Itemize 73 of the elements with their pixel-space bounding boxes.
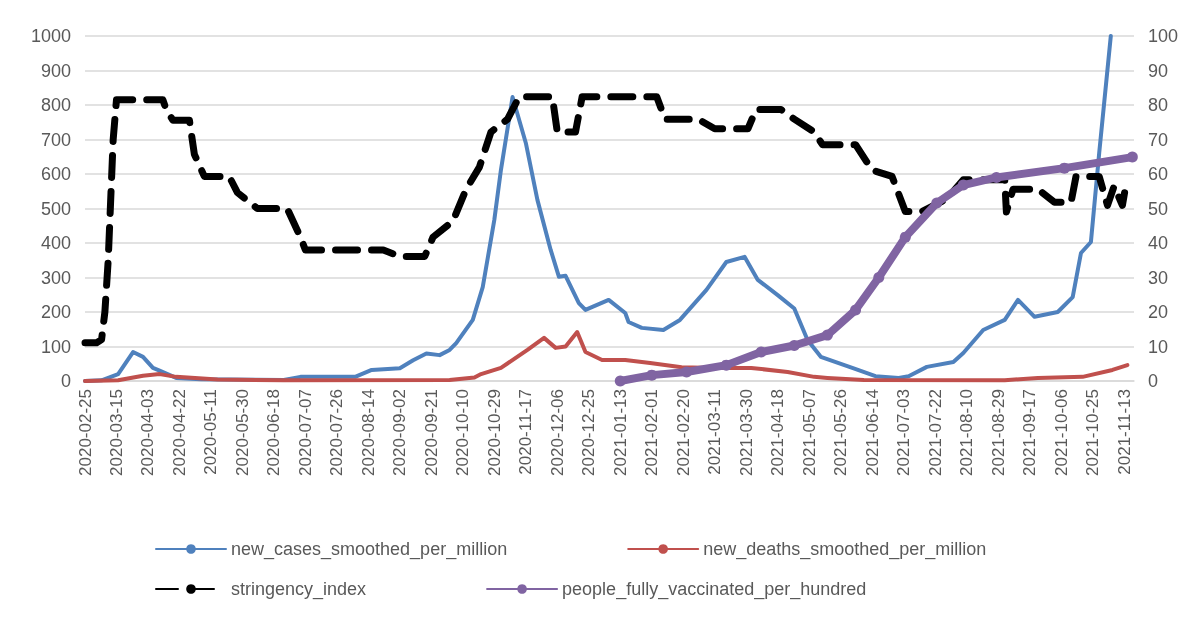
y-tick-label: 500: [40, 198, 71, 219]
y2-tick-label: 100: [1148, 26, 1179, 46]
x-tick-label: 2021-02-20: [673, 389, 693, 476]
point: [788, 339, 800, 351]
y-tick-label: 100: [40, 336, 71, 357]
x-tick-label: 2020-09-02: [390, 389, 410, 476]
x-tick-label: 2020-02-25: [75, 389, 95, 476]
x-tick-label: 2020-12-06: [547, 389, 567, 476]
x-tick-label: 2020-03-15: [106, 389, 126, 476]
x-tick-label: 2020-12-25: [579, 389, 599, 476]
x-tick-label: 2021-08-29: [988, 389, 1008, 476]
x-tick-label: 2020-07-26: [327, 389, 347, 476]
y-tick-label: 200: [40, 302, 71, 322]
x-tick-label: 2020-04-03: [138, 389, 158, 476]
legend-label: stringency_index: [231, 579, 367, 600]
point: [931, 197, 943, 209]
y-tick-label: 900: [40, 60, 71, 81]
x-tick-label: 2021-01-13: [610, 389, 630, 476]
x-tick-label: 2020-05-30: [232, 389, 252, 476]
x-tick-label: 2020-06-18: [264, 389, 284, 476]
x-tick-label: 2021-03-11: [705, 389, 725, 475]
y2-tick-label: 0: [1148, 371, 1159, 391]
x-tick-label: 2021-06-14: [862, 389, 882, 476]
y-tick-label: 400: [40, 233, 71, 253]
y2-tick-label: 10: [1148, 336, 1169, 357]
y2-tick-label: 70: [1148, 129, 1169, 150]
x-tick-label: 2020-11-17: [516, 389, 536, 475]
point: [755, 346, 767, 358]
point: [646, 369, 658, 381]
x-tick-label: 2021-10-25: [1083, 389, 1103, 476]
x-tick-label: 2020-07-07: [295, 389, 315, 476]
x-tick-label: 2021-11-13: [1114, 389, 1134, 475]
point: [873, 272, 885, 283]
point: [614, 375, 626, 387]
line-series: [83, 330, 1130, 383]
x-tick-label: 2021-08-10: [957, 389, 977, 476]
y2-tick-label: 60: [1148, 164, 1169, 184]
x-tick-label: 2021-04-18: [768, 389, 788, 476]
y2-tick-label: 50: [1148, 198, 1169, 219]
x-tick-label: 2021-02-01: [642, 389, 662, 476]
point: [990, 171, 1002, 183]
y-tick-label: 300: [40, 267, 71, 288]
point: [850, 304, 862, 316]
x-tick-label: 2021-05-07: [799, 389, 819, 476]
point: [821, 329, 833, 341]
x-tick-label: 2020-08-14: [358, 389, 378, 476]
y-tick-label: 700: [40, 129, 71, 150]
legend-label: new_deaths_smoothed_per_million: [703, 539, 987, 560]
y-tick-label: 800: [40, 95, 71, 115]
x-tick-label: 2020-10-29: [484, 389, 504, 476]
x-tick-label: 2020-09-21: [421, 389, 441, 476]
y-tick-label: 1000: [30, 26, 71, 46]
y2-tick-label: 90: [1148, 60, 1169, 81]
x-tick-label: 2021-07-22: [925, 389, 945, 476]
legend-label: new_cases_smoothed_per_million: [231, 539, 508, 560]
y2-tick-label: 20: [1148, 302, 1169, 322]
x-tick-label: 2020-05-11: [201, 389, 221, 475]
y-tick-label: 0: [60, 371, 71, 391]
y2-tick-label: 80: [1148, 95, 1169, 115]
y2-tick-label: 40: [1148, 233, 1169, 253]
x-tick-label: 2021-03-30: [736, 389, 756, 476]
x-tick-label: 2021-07-03: [894, 389, 914, 476]
x-tick-label: 2020-10-10: [453, 389, 473, 476]
x-tick-label: 2021-09-17: [1020, 389, 1040, 476]
x-tick-label: 2021-05-26: [831, 389, 851, 476]
y-tick-label: 600: [40, 164, 71, 184]
point: [899, 231, 911, 243]
x-tick-label: 2020-04-22: [169, 389, 189, 476]
y2-tick-label: 30: [1148, 267, 1169, 288]
point: [1126, 151, 1138, 163]
point: [957, 179, 969, 191]
legend-label: people_fully_vaccinated_per_hundred: [562, 579, 867, 600]
x-tick-label: 2021-10-06: [1051, 389, 1071, 476]
